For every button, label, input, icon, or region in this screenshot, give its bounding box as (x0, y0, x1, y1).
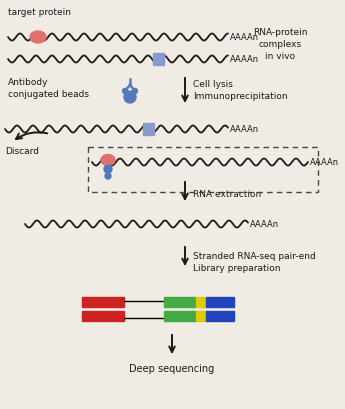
Bar (164, 297, 196, 307)
Text: Deep sequencing: Deep sequencing (129, 363, 215, 373)
Bar (88, 148, 318, 193)
Text: AAAAn: AAAAn (310, 158, 339, 167)
Text: RNA extraction: RNA extraction (193, 189, 261, 198)
Text: AAAAn: AAAAn (230, 125, 259, 134)
Text: Stranded RNA-seq pair-end
Library preparation: Stranded RNA-seq pair-end Library prepar… (193, 252, 316, 272)
Circle shape (132, 89, 138, 94)
Text: Antibody
conjugated beads: Antibody conjugated beads (8, 78, 89, 99)
Circle shape (105, 173, 111, 180)
Circle shape (122, 89, 128, 94)
Bar (196, 297, 206, 307)
Text: target protein: target protein (8, 8, 71, 17)
Ellipse shape (101, 155, 115, 166)
Bar (82, 311, 124, 321)
Text: AAAAn: AAAAn (250, 220, 279, 229)
Ellipse shape (30, 32, 46, 44)
Bar (206, 311, 234, 321)
Text: AAAAn: AAAAn (230, 55, 259, 64)
Bar (142, 124, 154, 136)
Text: AAAAn: AAAAn (230, 34, 259, 43)
Text: Cell lysis
Immunoprecipitation: Cell lysis Immunoprecipitation (193, 80, 288, 101)
Bar (152, 54, 164, 66)
Circle shape (104, 166, 112, 173)
Bar (206, 297, 234, 307)
Text: RNA-protein
complexs
in vivo: RNA-protein complexs in vivo (253, 28, 307, 61)
Bar (82, 297, 124, 307)
Text: Discard: Discard (5, 147, 39, 155)
Bar (164, 311, 196, 321)
Bar (196, 311, 206, 321)
Circle shape (124, 92, 136, 104)
